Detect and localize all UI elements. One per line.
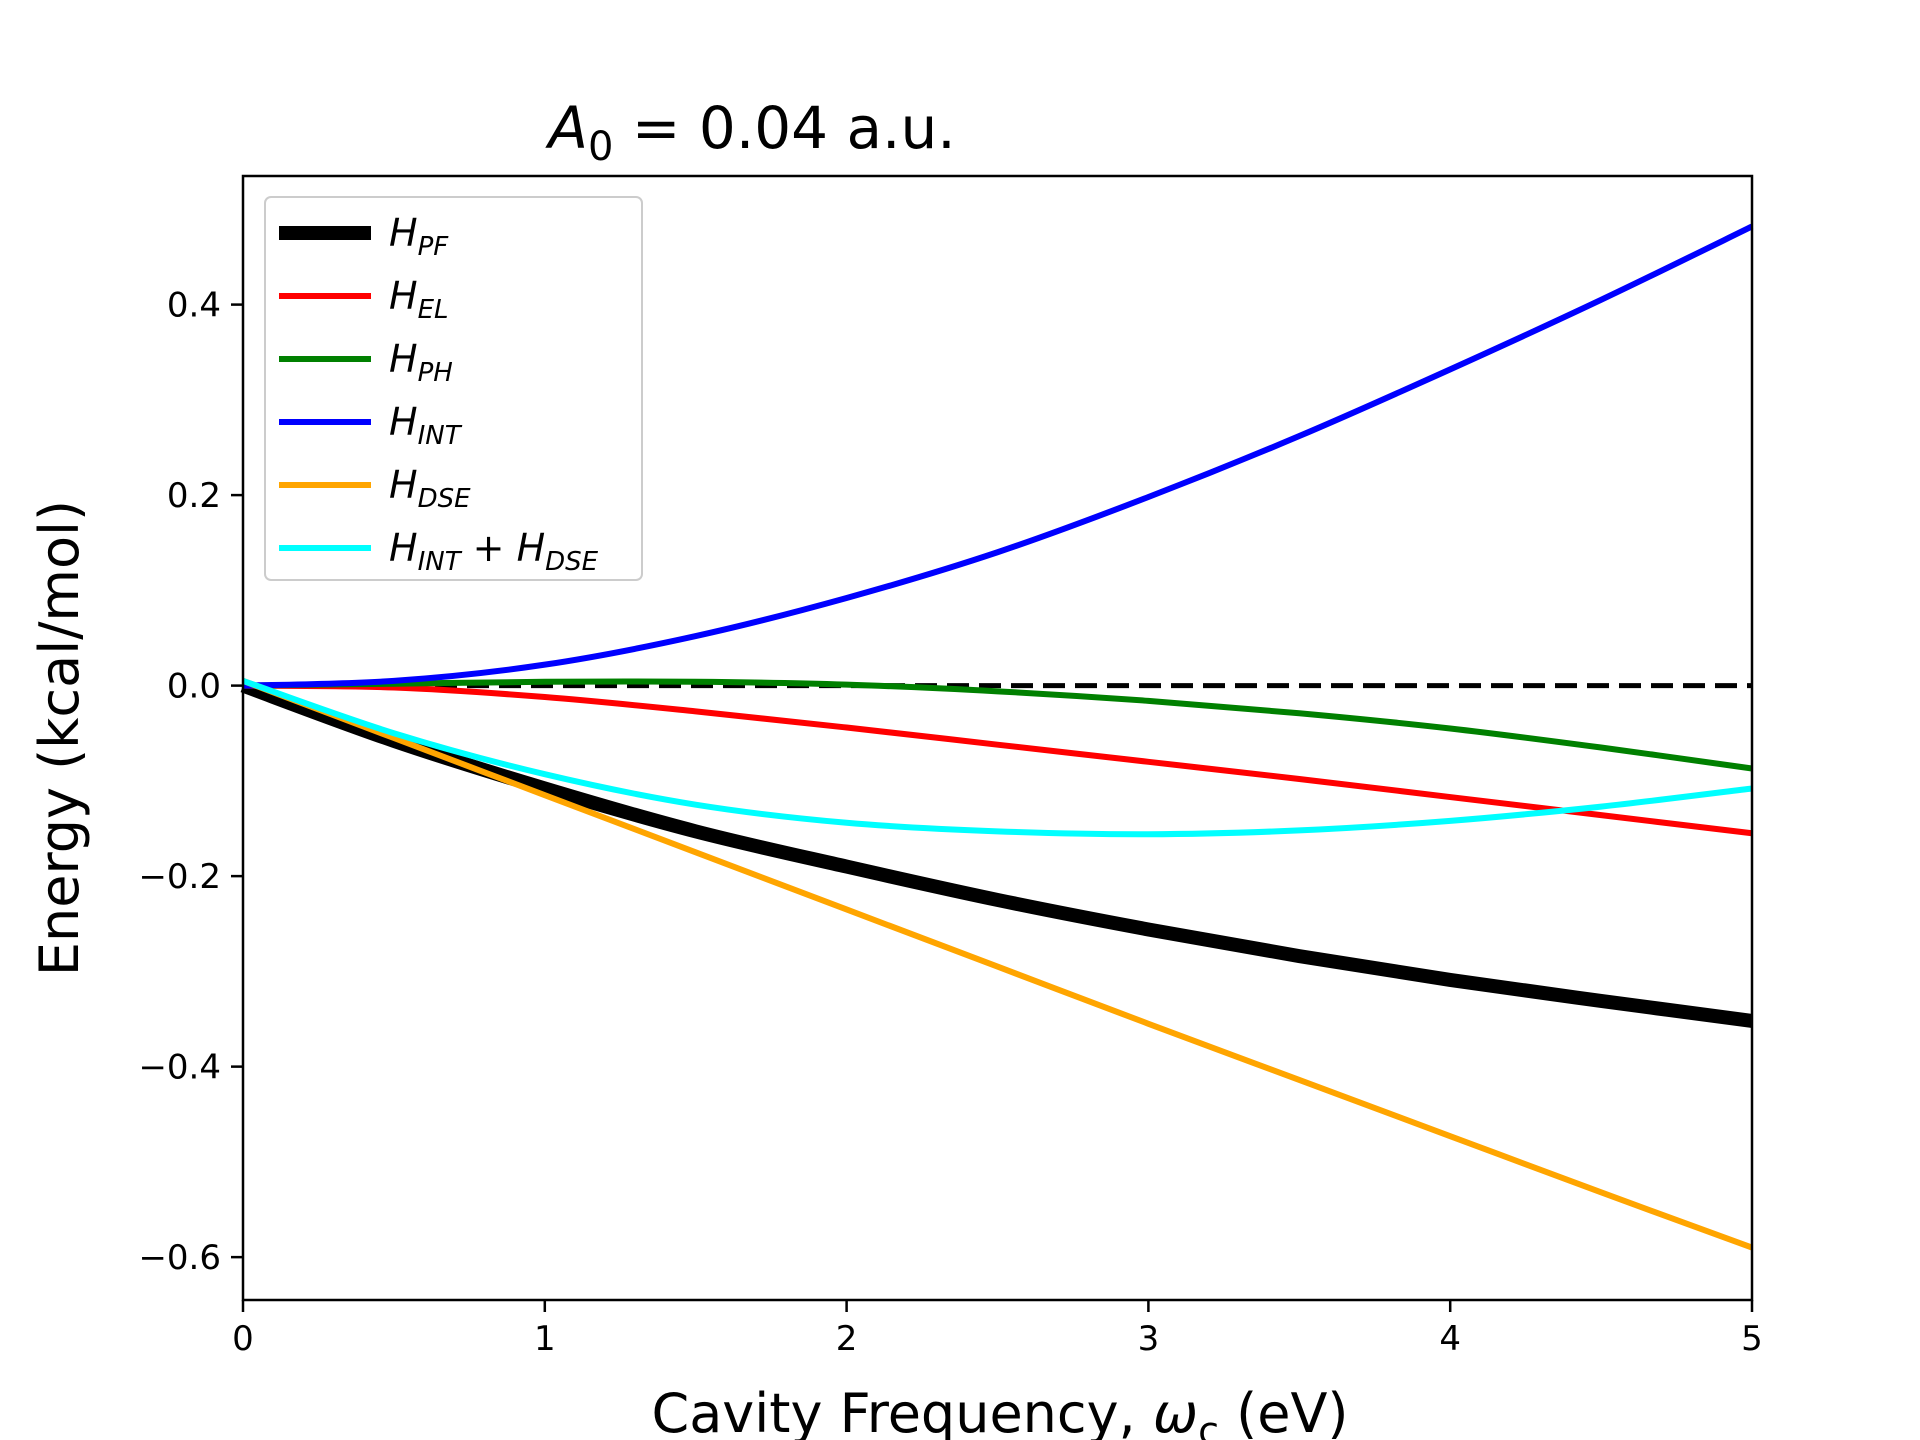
x-tick-label: 0 (232, 1319, 254, 1359)
legend-label-int: HINT (389, 400, 463, 451)
y-tick-label: −0.2 (138, 857, 221, 897)
title-subscript: 0 (588, 124, 613, 170)
x-axis-label-rest: (eV) (1219, 1382, 1348, 1440)
legend-label-ph: HPH (389, 337, 453, 388)
y-axis-label: Energy (kcal/mol) (28, 500, 91, 976)
y-tick-label: −0.6 (138, 1238, 221, 1278)
legend-label-pf: HPF (389, 211, 449, 262)
y-axis-ticks: 0.4 0.2 0.0 −0.2 −0.4 −0.6 (138, 286, 243, 1278)
x-tick-label: 2 (836, 1319, 858, 1359)
x-axis-label-main: Cavity Frequency, (652, 1382, 1153, 1440)
title-rest: = 0.04 a.u. (613, 94, 955, 162)
axes-frame (241, 174, 1754, 1302)
legend: HPF HEL HPH HINT HDSE HINT + HDSE (264, 196, 643, 581)
x-tick-label: 5 (1741, 1319, 1763, 1359)
title-symbol: A (544, 94, 588, 162)
x-tick-label: 4 (1439, 1319, 1461, 1359)
y-tick-label: 0.0 (167, 667, 221, 707)
series-line-int-plus-dse (242, 678, 1753, 838)
chart-title: A0 = 0.04 a.u. (544, 94, 955, 170)
plot-lines (240, 223, 1754, 1251)
x-tick-label: 3 (1138, 1319, 1160, 1359)
x-axis-label-omega: ω (1153, 1382, 1198, 1440)
y-tick-label: −0.4 (138, 1048, 221, 1088)
legend-label-el: HEL (389, 274, 449, 325)
x-axis-ticks: 0 1 2 3 4 5 (232, 1300, 1763, 1359)
series-line-ph (242, 678, 1753, 772)
x-tick-label: 1 (534, 1319, 556, 1359)
x-axis-label: Cavity Frequency, ωc (eV) (652, 1382, 1349, 1440)
x-axis-label-subscript: c (1198, 1409, 1219, 1440)
y-tick-label: 0.4 (167, 286, 221, 326)
series-line-dse (241, 678, 1754, 1251)
legend-label-int-plus-dse: HINT + HDSE (389, 526, 599, 577)
legend-box (264, 196, 643, 581)
series-line-int (242, 223, 1754, 689)
y-tick-label: 0.2 (167, 476, 221, 516)
legend-label-dse: HDSE (389, 463, 471, 514)
series-line-el (242, 682, 1753, 837)
